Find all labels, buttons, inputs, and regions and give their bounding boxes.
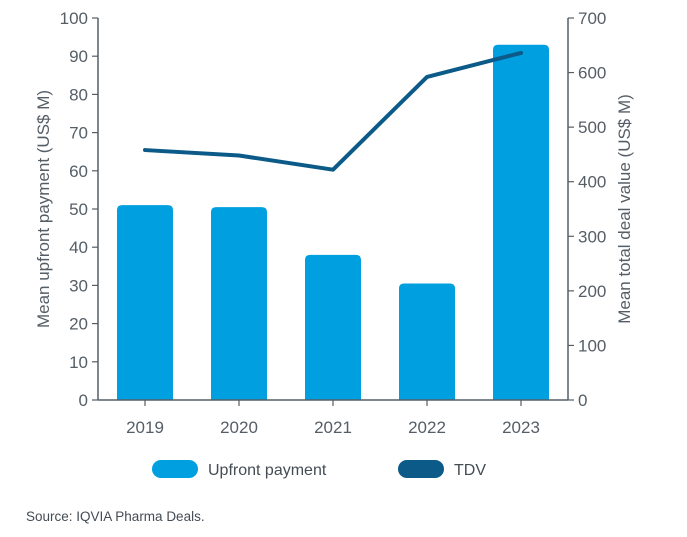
x-tick-label: 2019 (126, 418, 164, 437)
left-tick-label: 20 (69, 315, 88, 334)
left-tick-label: 30 (69, 276, 88, 295)
left-tick-label: 60 (69, 162, 88, 181)
right-tick-label: 100 (578, 336, 606, 355)
left-tick-label: 0 (79, 391, 88, 410)
right-tick-label: 400 (578, 173, 606, 192)
tdv-line (143, 50, 523, 172)
x-tick-label: 2021 (314, 418, 352, 437)
legend-label-tdv: TDV (454, 462, 486, 479)
right-tick-label: 600 (578, 64, 606, 83)
legend-label-upfront-payment: Upfront payment (208, 462, 327, 479)
left-tick-label: 70 (69, 124, 88, 143)
x-tick-label: 2020 (220, 418, 258, 437)
left-tick-label: 50 (69, 200, 88, 219)
left-tick-label: 40 (69, 238, 88, 257)
bar-upfront-payment-2021 (305, 254, 361, 400)
left-axis-title: Mean upfront payment (US$ M) (34, 90, 53, 328)
bar-upfront-payment-2023 (493, 44, 549, 401)
bar-upfront-payment-2022 (399, 283, 455, 400)
legend-swatch-upfront-payment (152, 460, 198, 478)
right-tick-label: 200 (578, 282, 606, 301)
right-tick-label: 500 (578, 118, 606, 137)
bar-upfront-payment-2020 (211, 207, 267, 400)
right-axis-title: Mean total deal value (US$ M) (615, 94, 634, 324)
left-tick-label: 90 (69, 47, 88, 66)
right-tick-label: 300 (578, 227, 606, 246)
bar-upfront-payment-2019 (117, 205, 173, 400)
x-tick-label: 2023 (502, 418, 540, 437)
left-tick-label: 100 (60, 9, 88, 28)
right-tick-label: 700 (578, 9, 606, 28)
source-note: Source: IQVIA Pharma Deals. (26, 509, 205, 524)
legend-swatch-tdv (398, 460, 444, 478)
right-tick-label: 0 (578, 391, 587, 410)
left-tick-label: 80 (69, 85, 88, 104)
left-tick-label: 10 (69, 353, 88, 372)
x-tick-label: 2022 (408, 418, 446, 437)
